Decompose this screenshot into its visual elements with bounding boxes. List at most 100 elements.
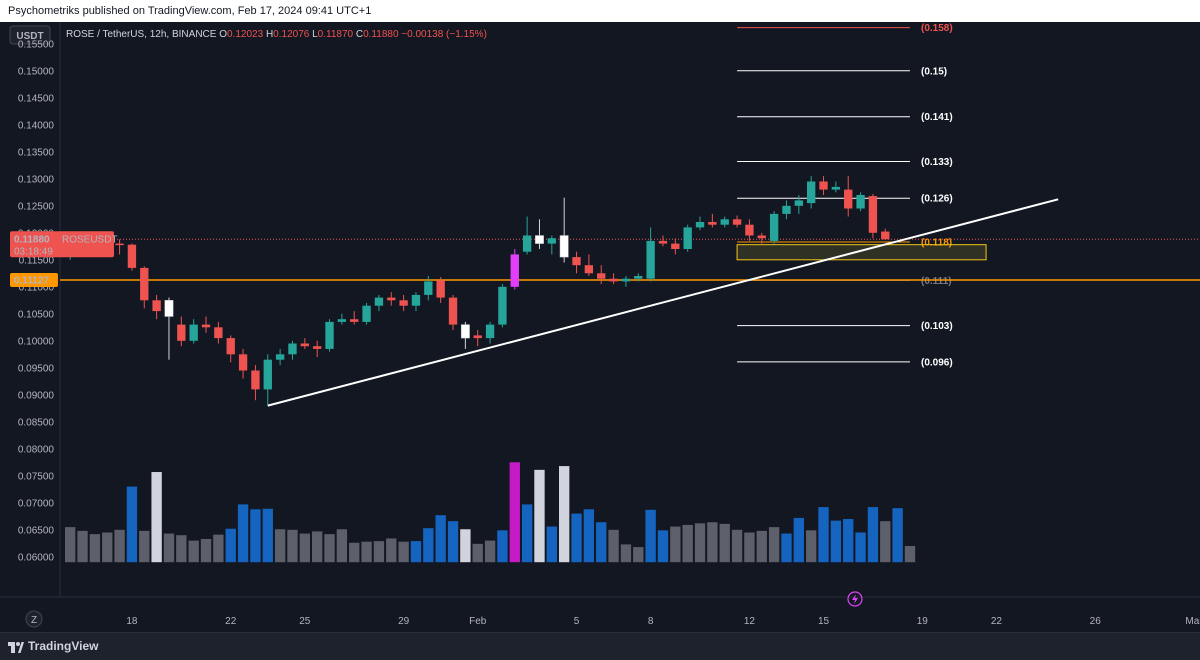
y-axis-tick-label: 0.07000 (18, 498, 55, 509)
x-axis-tick-label: 18 (126, 616, 138, 627)
candle-body (387, 297, 396, 301)
volume-bar (188, 540, 199, 563)
y-axis-tick-label: 0.08000 (18, 444, 55, 455)
candle-body (708, 222, 717, 225)
chart-area[interactable]: USDT 0.15500 0.15000 0.14500 0.14000 0.13500 0… (0, 22, 1200, 632)
footer-bar: TradingView (0, 632, 1200, 660)
volume-bar (349, 542, 360, 563)
volume-bar (707, 522, 718, 563)
candle-body (522, 235, 532, 252)
volume-bar (447, 521, 459, 563)
currency-tab[interactable] (9, 25, 51, 45)
y-axis-tick-label: 0.07500 (18, 471, 55, 482)
volume-bar (620, 544, 632, 563)
candle-body (572, 257, 581, 266)
currency-tab-label[interactable]: USDT (16, 31, 43, 42)
candle-body (411, 294, 421, 306)
ohlc-legend: ROSE / TetherUS, 12h, BINANCE O0.12023 H… (66, 29, 487, 40)
volume-bar (398, 541, 409, 563)
fib-level-label: (0.103) (921, 321, 953, 332)
volume-bar (262, 508, 273, 563)
candle-body (275, 354, 285, 360)
candle-body (819, 181, 828, 190)
volume-bar (336, 529, 348, 563)
legend-high-label: H (266, 29, 273, 40)
y-axis-tick-label: 0.15000 (18, 66, 55, 77)
volume-bar (793, 517, 804, 563)
volume-bar (102, 532, 113, 563)
candle-body (584, 265, 594, 274)
volume-bar (386, 538, 397, 563)
price-tag[interactable] (10, 231, 114, 258)
candle-body (646, 240, 655, 279)
candle-body (214, 327, 223, 339)
volume-bar (225, 528, 236, 563)
volume-bar (521, 504, 533, 563)
legend-open-label: O (219, 29, 227, 40)
volume-bar (867, 507, 879, 563)
volume-bar (151, 472, 162, 563)
candle-body (868, 196, 878, 233)
candle-body (300, 343, 309, 347)
candle-body (362, 305, 371, 322)
candle-body (720, 219, 729, 225)
tradingview-logo-icon[interactable] (8, 640, 24, 654)
legend-open-value: 0.12023 (227, 29, 266, 40)
candle-body (177, 324, 186, 341)
level-tag[interactable] (10, 272, 58, 287)
candle-body (288, 343, 297, 355)
volume-bar (299, 533, 310, 563)
z-button-label[interactable]: Z (31, 615, 37, 626)
fib-level-label: (0.158) (921, 23, 953, 34)
volume-bar (904, 546, 916, 563)
candle-body (794, 200, 803, 206)
x-axis-tick-label: 12 (744, 616, 756, 627)
candle-body (745, 224, 754, 236)
x-axis-tick-label: 26 (1090, 616, 1102, 627)
candle-body (831, 186, 841, 190)
x-axis-tick-label: 8 (648, 616, 654, 627)
candle-body (844, 189, 853, 209)
ascending-trendline[interactable] (267, 198, 1059, 407)
x-axis-tick-label: 19 (917, 616, 929, 627)
volume-bar (237, 504, 249, 563)
support-zone-box[interactable] (736, 244, 987, 261)
volume-bar (694, 523, 706, 563)
price-tag-value: 0.11880 (14, 234, 50, 245)
y-axis-tick-label: 0.10000 (18, 336, 55, 347)
x-axis-tick-label: 22 (225, 616, 237, 627)
candle-body (535, 235, 544, 244)
candle-body (127, 244, 137, 268)
volume-bar (65, 527, 76, 563)
y-axis-tick-label: 0.14000 (18, 120, 55, 131)
volume-bar (287, 529, 298, 563)
y-axis-tick-label: 0.13000 (18, 174, 55, 185)
candle-body (374, 297, 384, 306)
y-axis-tick-label: 0.10500 (18, 309, 55, 320)
volume-bar (596, 522, 607, 563)
z-button[interactable] (25, 610, 43, 628)
candle-body (448, 297, 458, 325)
legend-close-label: C (356, 29, 363, 40)
volume-bar (571, 513, 582, 563)
volume-bar (731, 529, 743, 563)
volume-bar (176, 535, 187, 563)
candle-body (609, 278, 618, 282)
volume-bar (855, 532, 866, 563)
y-axis-tick-label: 0.06500 (18, 525, 55, 536)
lightning-icon[interactable] (847, 591, 863, 607)
candle-body (671, 243, 680, 249)
footer-brand[interactable]: TradingView (28, 639, 99, 653)
volume-bar (830, 520, 842, 563)
volume-bar (472, 543, 483, 563)
candle-body (313, 346, 322, 349)
volume-bar (312, 531, 323, 563)
fib-level-label: (0.111) (921, 276, 952, 287)
legend-high-value: 0.12076 (273, 29, 312, 40)
volume-bar (633, 547, 644, 563)
candle-body (621, 278, 631, 282)
publisher-bar: Psychometriks published on TradingView.c… (0, 0, 1200, 22)
x-axis-tick-label: Mar (1185, 616, 1200, 627)
candle-body (782, 205, 791, 214)
